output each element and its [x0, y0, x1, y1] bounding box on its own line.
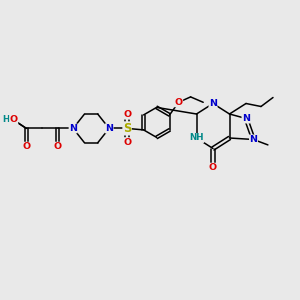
Text: N: N: [69, 124, 77, 133]
Text: O: O: [123, 110, 131, 119]
Text: N: N: [242, 114, 250, 123]
Text: O: O: [123, 138, 131, 147]
Text: N: N: [105, 124, 113, 133]
Text: O: O: [209, 163, 217, 172]
Text: N: N: [250, 135, 257, 144]
Text: O: O: [10, 116, 18, 124]
Text: O: O: [53, 142, 62, 151]
Text: NH: NH: [189, 134, 204, 142]
Text: H: H: [2, 116, 10, 124]
Text: O: O: [22, 142, 30, 151]
Text: O: O: [175, 98, 183, 107]
Text: S: S: [123, 122, 131, 135]
Text: N: N: [209, 99, 217, 108]
